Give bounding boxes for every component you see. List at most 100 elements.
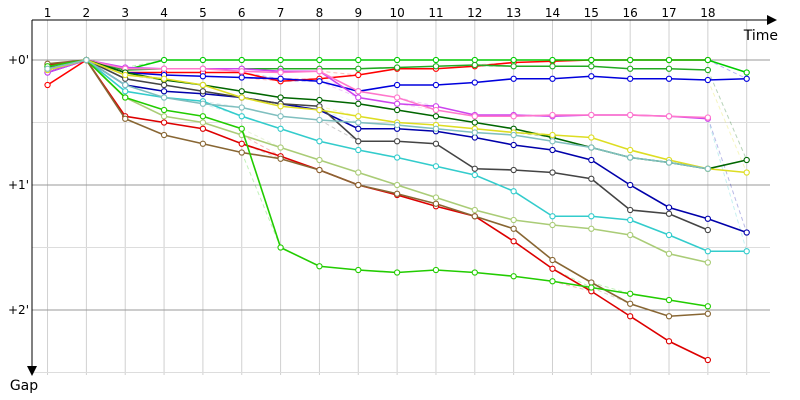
data-point: [550, 132, 555, 137]
x-tick-label: 17: [661, 6, 676, 20]
data-point: [744, 249, 749, 254]
data-point: [628, 182, 633, 187]
y-axis-title: Gap: [10, 378, 38, 394]
data-point: [356, 114, 361, 119]
data-point: [511, 142, 516, 147]
data-point: [589, 57, 594, 62]
data-point: [356, 147, 361, 152]
data-point: [666, 339, 671, 344]
data-point: [628, 66, 633, 71]
data-point: [628, 291, 633, 296]
data-point: [433, 107, 438, 112]
data-point: [395, 182, 400, 187]
data-point: [666, 205, 671, 210]
data-point: [472, 270, 477, 275]
data-point: [395, 270, 400, 275]
data-point: [200, 141, 205, 146]
data-point: [666, 57, 671, 62]
data-point: [744, 70, 749, 75]
data-point: [666, 211, 671, 216]
data-point: [356, 170, 361, 175]
data-point: [200, 89, 205, 94]
data-point: [589, 112, 594, 117]
data-point: [395, 95, 400, 100]
data-point: [200, 126, 205, 131]
data-point: [511, 167, 516, 172]
data-point: [589, 226, 594, 231]
data-point: [628, 57, 633, 62]
data-point: [433, 114, 438, 119]
data-point: [161, 66, 166, 71]
data-point: [123, 72, 128, 77]
position-connector: [708, 118, 747, 233]
data-point: [472, 120, 477, 125]
data-point: [550, 214, 555, 219]
data-point: [200, 74, 205, 79]
data-point: [472, 172, 477, 177]
data-point: [511, 217, 516, 222]
data-point: [395, 57, 400, 62]
data-point: [589, 176, 594, 181]
x-tick-label: 1: [44, 6, 52, 20]
data-point: [511, 132, 516, 137]
data-point: [123, 95, 128, 100]
data-point: [356, 101, 361, 106]
data-point: [550, 57, 555, 62]
data-point: [433, 126, 438, 131]
data-point: [550, 222, 555, 227]
data-point: [123, 89, 128, 94]
data-point: [550, 147, 555, 152]
data-point: [550, 257, 555, 262]
data-point: [278, 245, 283, 250]
data-point: [589, 135, 594, 140]
data-point: [161, 57, 166, 62]
data-point: [278, 126, 283, 131]
data-point: [200, 114, 205, 119]
data-point: [666, 251, 671, 256]
data-point: [278, 76, 283, 81]
series-line: [48, 60, 708, 316]
x-tick-label: 6: [238, 6, 246, 20]
x-tick-label: 5: [199, 6, 207, 20]
data-point: [511, 226, 516, 231]
data-point: [123, 82, 128, 87]
data-point: [472, 80, 477, 85]
data-point: [589, 74, 594, 79]
data-point: [705, 311, 710, 316]
data-point: [395, 65, 400, 70]
data-point: [433, 82, 438, 87]
data-point: [317, 57, 322, 62]
data-point: [356, 95, 361, 100]
data-point: [239, 95, 244, 100]
data-point: [317, 264, 322, 269]
data-point: [239, 75, 244, 80]
data-point: [239, 114, 244, 119]
data-point: [666, 314, 671, 319]
data-point: [356, 72, 361, 77]
data-point: [472, 130, 477, 135]
data-point: [511, 64, 516, 69]
x-tick-label: 3: [121, 6, 129, 20]
data-point: [705, 57, 710, 62]
y-tick-label: +1': [8, 178, 29, 192]
data-point: [628, 147, 633, 152]
data-point: [356, 89, 361, 94]
data-point: [511, 57, 516, 62]
data-point: [356, 182, 361, 187]
data-point: [628, 207, 633, 212]
position-connector: [708, 80, 747, 173]
data-point: [666, 66, 671, 71]
x-tick-label: 7: [277, 6, 285, 20]
data-point: [239, 150, 244, 155]
data-point: [550, 64, 555, 69]
data-point: [433, 201, 438, 206]
data-point: [472, 62, 477, 67]
data-point: [84, 57, 89, 62]
data-point: [589, 145, 594, 150]
data-point: [666, 297, 671, 302]
data-point: [705, 249, 710, 254]
data-point: [161, 95, 166, 100]
data-point: [278, 95, 283, 100]
data-point: [744, 170, 749, 175]
data-point: [278, 145, 283, 150]
